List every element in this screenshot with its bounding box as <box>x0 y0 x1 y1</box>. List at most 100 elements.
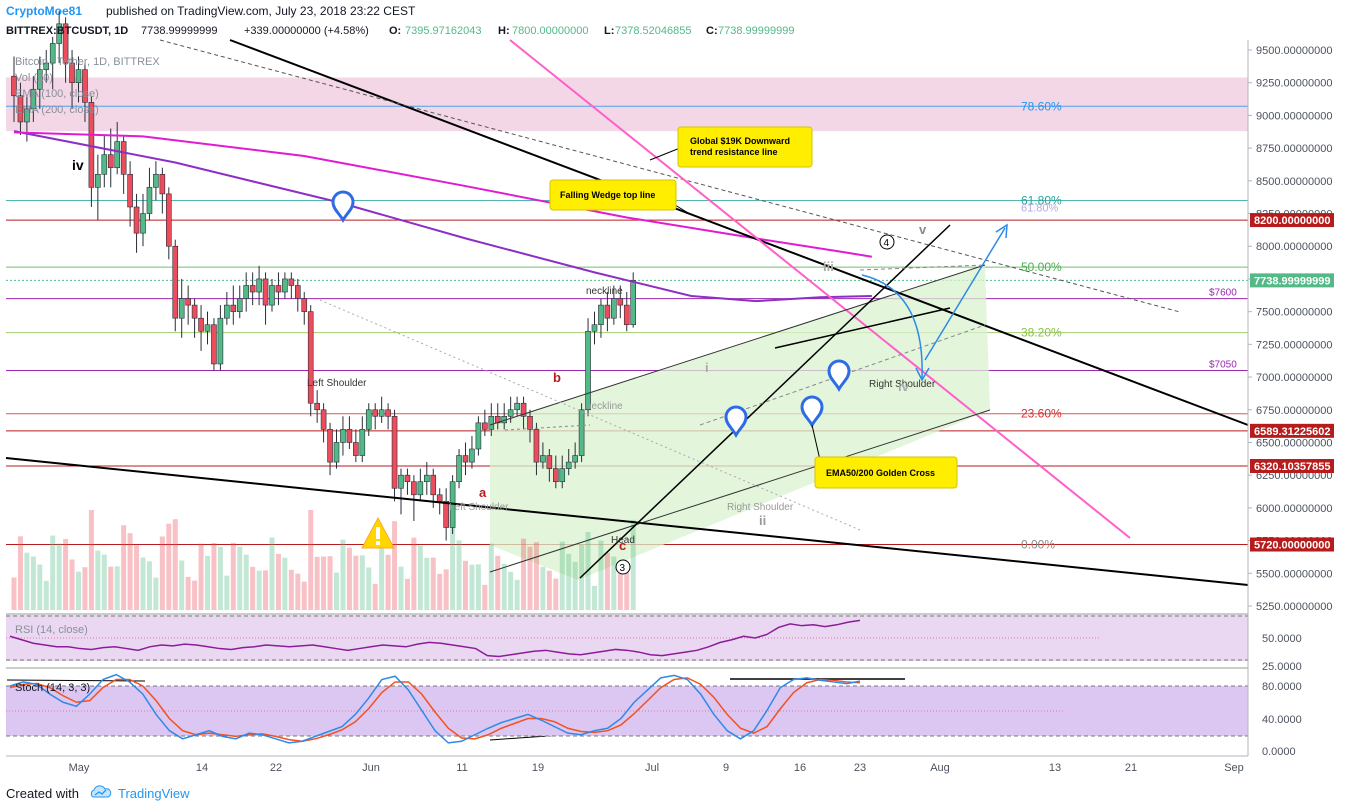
candle <box>617 285 624 319</box>
candle <box>82 63 88 122</box>
projection-arrows <box>861 223 1008 382</box>
volume-bar <box>430 557 436 610</box>
stoch-tick-40: 40.0000 <box>1262 714 1302 726</box>
candle-body <box>133 206 140 234</box>
candle-body <box>301 298 308 312</box>
candle <box>159 167 166 214</box>
volume-bar <box>372 583 378 610</box>
candle-body <box>546 455 553 469</box>
candle-body <box>372 409 379 417</box>
volume-bar <box>153 577 159 610</box>
volume-bar <box>82 567 88 610</box>
legend-h-label: H: <box>498 25 510 37</box>
candle <box>101 135 108 188</box>
callout-golden-cross: EMA50/200 Golden Cross <box>811 424 958 489</box>
tradingview-link[interactable]: TradingView <box>118 786 190 801</box>
candle-body <box>69 62 75 84</box>
wave-a-label: a <box>479 485 487 500</box>
head-label: Head <box>611 535 635 546</box>
author-name[interactable]: CryptoMoe81 <box>6 4 83 18</box>
volume-bar <box>572 561 578 610</box>
volume-bar <box>301 581 307 610</box>
candle <box>185 285 191 325</box>
y-tick: 9500.00000000 <box>1256 45 1332 57</box>
candle <box>488 403 495 436</box>
candle <box>578 403 585 463</box>
volume-bar <box>282 557 288 610</box>
wave-iv-label: iv <box>72 157 84 173</box>
fib-label-faded: 61.80% <box>1021 203 1059 215</box>
candle <box>114 121 120 175</box>
y-tick: 8000.00000000 <box>1256 241 1332 253</box>
candle <box>546 449 553 482</box>
volume-bar <box>463 560 468 610</box>
volume-bar <box>314 556 320 610</box>
volume-bar <box>95 550 101 610</box>
candle-body <box>288 278 295 286</box>
volume-bar <box>43 580 49 610</box>
candle <box>127 161 133 227</box>
candle <box>469 435 475 469</box>
candle-body <box>507 409 514 417</box>
callout-wedge-text: Falling Wedge top line <box>560 190 655 200</box>
legend-change: +339.00000000 (+4.58%) <box>244 25 369 37</box>
candle-body <box>153 173 159 188</box>
volume-bar <box>411 537 417 610</box>
price-tag-label: 5720.00000000 <box>1254 540 1330 552</box>
legend-l-label: L: <box>604 25 614 37</box>
candle-body <box>249 285 256 293</box>
candle <box>49 36 56 90</box>
volume-bar <box>624 572 630 610</box>
candle <box>262 272 269 325</box>
candle <box>288 272 295 299</box>
volume-bar <box>76 571 81 610</box>
volume-bar <box>166 523 172 610</box>
candle <box>533 422 540 476</box>
candle <box>540 442 546 469</box>
volume-bar <box>469 564 475 610</box>
candle <box>146 167 153 221</box>
candle <box>385 403 391 430</box>
candle <box>95 154 101 221</box>
wave-i-label: i <box>705 360 709 375</box>
candle <box>133 193 140 253</box>
candle <box>353 429 359 463</box>
candle <box>591 311 598 345</box>
candle <box>282 272 288 299</box>
candle <box>404 468 411 495</box>
price-axis: 9500.00000000 9250.00000000 9000.00000000 8… <box>1247 40 1334 758</box>
y-tick: 8500.00000000 <box>1256 176 1332 188</box>
volume-bar <box>604 552 610 610</box>
candle-body <box>527 416 533 430</box>
fib-label-2: 50.00% <box>1021 260 1062 274</box>
candle-body <box>262 278 269 306</box>
candle-body <box>572 455 578 463</box>
y-tick: 8750.00000000 <box>1256 143 1332 155</box>
candle <box>611 285 617 325</box>
fib-bands <box>6 77 1248 132</box>
legend-close: 7738.99999999 <box>718 25 794 37</box>
x-tick: Jul <box>645 762 659 774</box>
price-chart[interactable]: $7600 $7050 <box>0 0 1348 780</box>
volume-bar <box>437 573 443 610</box>
ema100-line <box>13 130 872 303</box>
candle-body <box>346 429 353 443</box>
candle-body <box>224 304 230 319</box>
candle-body <box>269 285 275 306</box>
volume-bar <box>146 561 152 610</box>
volume-bar <box>450 519 456 610</box>
candle-body <box>585 330 591 411</box>
volume-bar <box>11 577 17 610</box>
volume-bar <box>308 510 314 610</box>
volume-bar <box>521 538 527 610</box>
candle-body <box>236 298 243 312</box>
candle-body <box>565 461 572 469</box>
volume-bar <box>256 570 262 610</box>
volume-bar <box>598 540 604 610</box>
legend-last: 7738.99999999 <box>141 25 217 37</box>
candle-body <box>578 409 585 456</box>
volume-bar <box>533 542 539 610</box>
volume-bar <box>263 570 269 610</box>
volume-bar <box>346 547 352 610</box>
candle <box>372 403 379 430</box>
